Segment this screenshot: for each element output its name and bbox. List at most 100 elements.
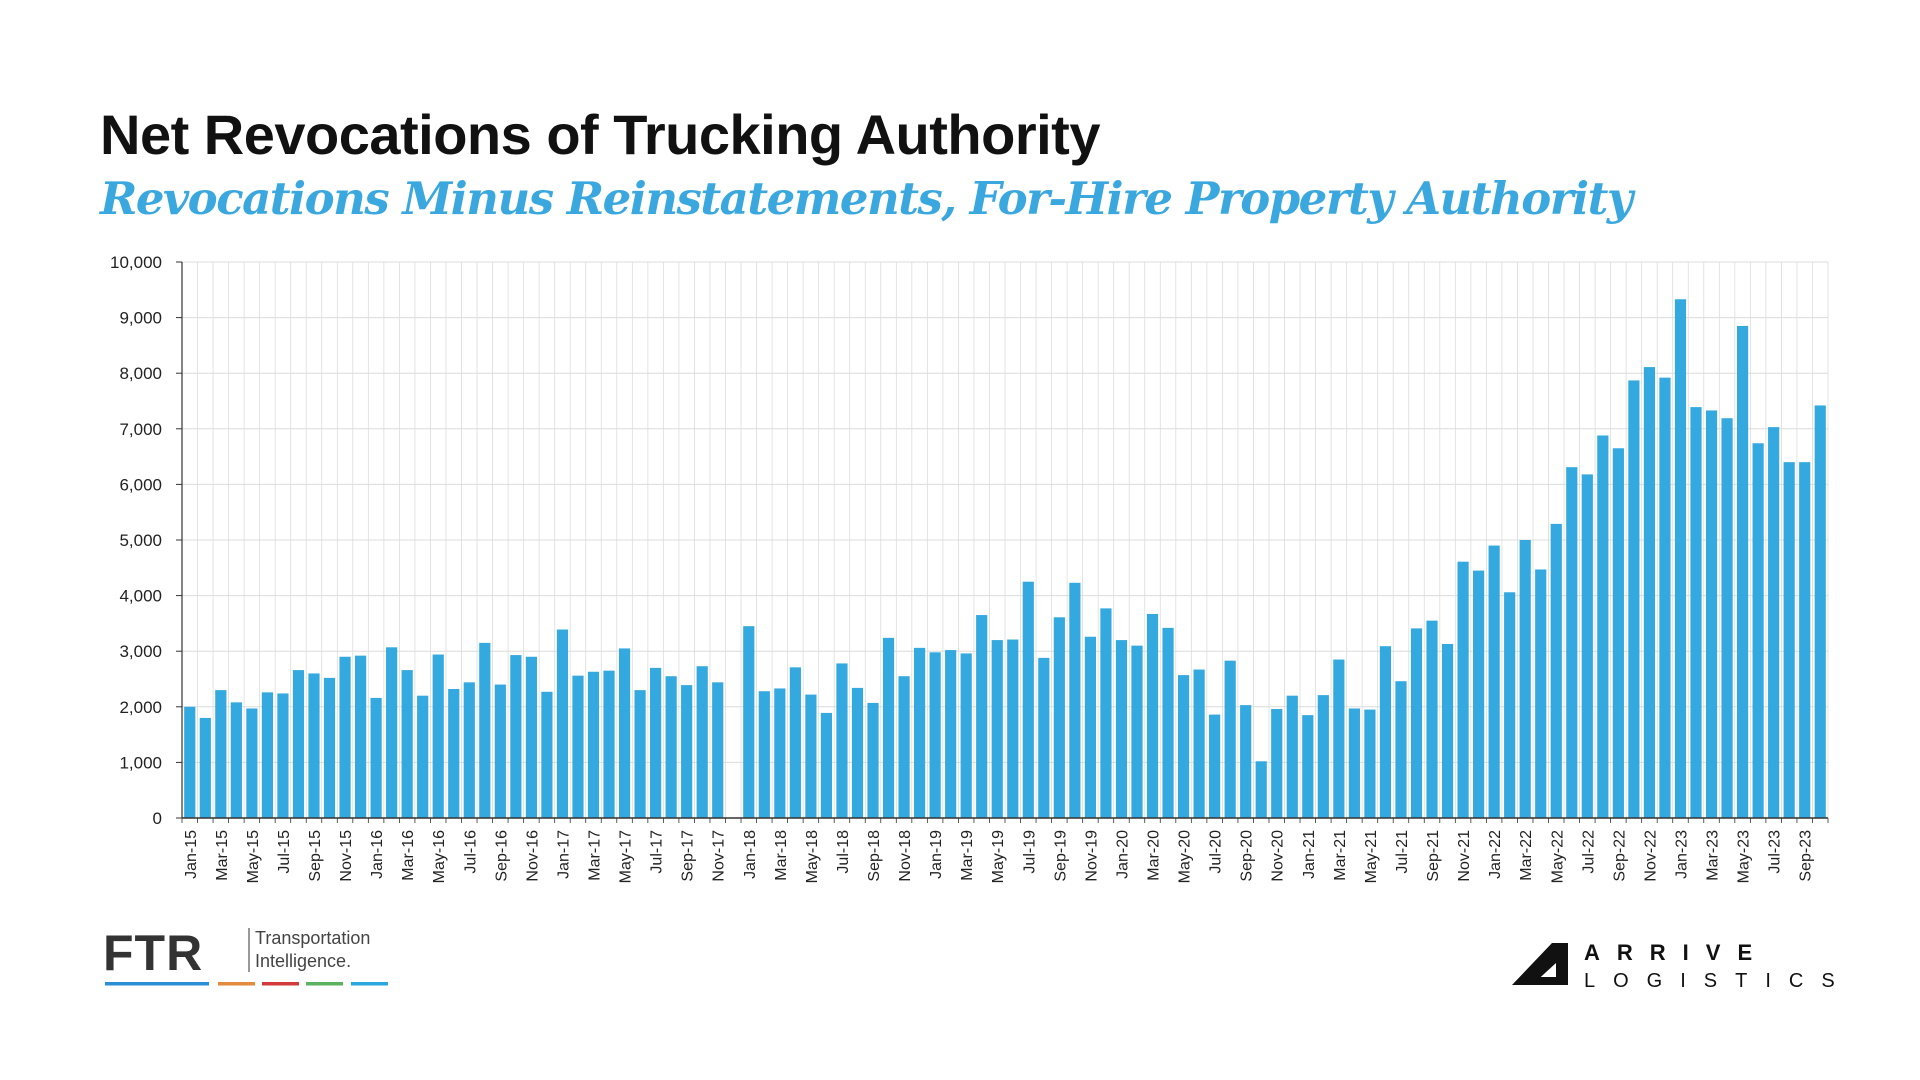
- axes: [176, 261, 1829, 823]
- ftr-logo-mark: FTR: [103, 925, 203, 981]
- x-tick-label: Sep-18: [866, 830, 883, 882]
- bar: [681, 685, 693, 818]
- bar: [758, 691, 770, 818]
- bar: [1379, 646, 1392, 818]
- y-tick-label: 7,000: [119, 420, 162, 439]
- bar: [292, 670, 305, 818]
- x-tick-label: Jul-16: [462, 830, 479, 874]
- x-tick-label: May-18: [804, 830, 821, 883]
- y-tick-label: 3,000: [119, 642, 162, 661]
- bar: [1240, 705, 1252, 818]
- bar: [665, 676, 677, 818]
- bar: [1286, 695, 1298, 818]
- y-tick-label: 2,000: [119, 698, 162, 717]
- bar: [1519, 540, 1531, 818]
- bar: [1504, 592, 1516, 818]
- x-tick-label: Jan-20: [1114, 830, 1131, 879]
- bar: [277, 693, 289, 818]
- chart-title: Net Revocations of Trucking Authority: [100, 103, 1100, 166]
- bar: [945, 650, 957, 818]
- x-tick-label: Jan-17: [555, 830, 572, 879]
- x-tick-label: Nov-17: [711, 830, 728, 882]
- bar: [1597, 435, 1609, 818]
- x-tick-label: Nov-20: [1270, 830, 1287, 882]
- bar: [1038, 657, 1050, 818]
- x-tick-label: Mar-19: [959, 830, 976, 881]
- bar: [1348, 708, 1360, 818]
- bar: [914, 647, 926, 818]
- y-tick-label: 6,000: [119, 475, 162, 494]
- bar: [1007, 639, 1019, 818]
- x-tick-label: Mar-17: [587, 830, 604, 881]
- arrive-logistics-logo: ARRIVE LOGISTICS: [1512, 940, 1835, 992]
- bar: [882, 637, 895, 818]
- x-tick-label: Mar-18: [773, 830, 790, 881]
- bar: [1177, 675, 1190, 818]
- bar: [541, 691, 553, 818]
- bar: [1100, 608, 1112, 818]
- bar: [463, 682, 475, 818]
- x-tick-label: Jan-19: [928, 830, 945, 879]
- bar: [556, 629, 569, 818]
- bar: [1069, 582, 1081, 818]
- bar: [976, 615, 988, 818]
- bar: [370, 697, 382, 818]
- x-tick-label: May-22: [1549, 830, 1566, 883]
- x-tick-label: Nov-16: [524, 830, 541, 882]
- bar: [1473, 570, 1485, 818]
- bar: [1550, 523, 1562, 818]
- bar: [246, 708, 258, 818]
- arrive-mark-icon: [1512, 943, 1568, 985]
- y-tick-label: 10,000: [110, 253, 162, 272]
- bar: [1271, 709, 1283, 818]
- bar: [650, 667, 662, 818]
- x-tick-label: Sep-23: [1798, 830, 1815, 882]
- x-tick-label: Nov-19: [1083, 830, 1100, 882]
- x-tick-label: Sep-15: [307, 830, 324, 882]
- bar: [820, 712, 833, 818]
- bar: [603, 670, 615, 818]
- bar: [1659, 377, 1671, 818]
- bar: [1395, 681, 1407, 818]
- bar: [1115, 640, 1128, 818]
- x-tick-label: Sep-20: [1239, 830, 1256, 882]
- bar: [184, 706, 196, 818]
- x-tick-label: Mar-15: [214, 830, 231, 881]
- bar: [1426, 620, 1438, 818]
- bar: [991, 640, 1003, 818]
- y-tick-label: 1,000: [119, 753, 162, 772]
- y-tick-labels: 0 1,000 2,000 3,000 4,000 5,000 6,000 7,000 8,00…: [110, 253, 162, 828]
- bar: [1209, 714, 1221, 818]
- bar: [1690, 407, 1702, 818]
- bar: [1752, 443, 1764, 818]
- x-tick-label: Sep-22: [1611, 830, 1628, 882]
- bar: [1317, 695, 1329, 818]
- x-tick-label: May-16: [431, 830, 448, 883]
- bar: [417, 695, 429, 818]
- bar: [323, 677, 336, 818]
- bar: [525, 656, 537, 818]
- bars: [184, 299, 1826, 818]
- bar: [1084, 636, 1096, 818]
- x-tick-label: Nov-22: [1642, 830, 1659, 882]
- x-tick-labels: Jan-15 Mar-15 May-15 Jul-15 Sep-15 Nov-15 Jan-…: [183, 830, 1815, 883]
- x-tick-label: Mar-21: [1332, 830, 1349, 881]
- bar: [230, 702, 242, 818]
- grid-lines: [181, 261, 1829, 819]
- bar: [1441, 643, 1454, 818]
- bar: [1053, 617, 1065, 818]
- chart-subtitle: Revocations Minus Reinstatements, For-Hi…: [100, 172, 1633, 225]
- bar: [1302, 715, 1314, 818]
- bar: [1705, 410, 1718, 818]
- bar: [1566, 467, 1578, 818]
- bar: [851, 687, 864, 818]
- bar: [308, 673, 320, 818]
- bar: [1799, 462, 1811, 818]
- bar: [1022, 581, 1034, 818]
- x-tick-label: Jul-21: [1394, 830, 1411, 874]
- bar: [339, 656, 351, 818]
- bar: [386, 647, 398, 818]
- x-tick-label: Jul-18: [835, 830, 852, 874]
- x-tick-label: Nov-21: [1456, 830, 1473, 882]
- bar: [261, 692, 273, 818]
